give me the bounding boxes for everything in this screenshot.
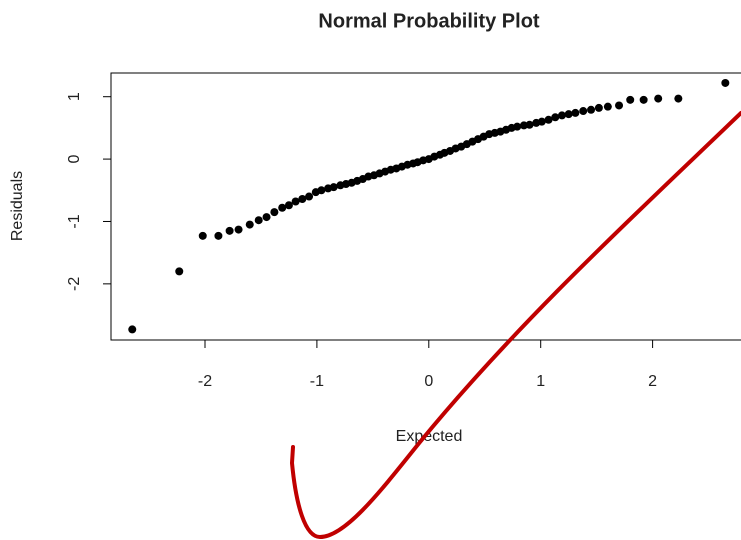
y-tick-label: 1 [66,92,83,101]
point [564,110,573,119]
point [594,103,603,112]
point [254,216,263,225]
point [270,208,279,217]
point [615,101,624,110]
point [544,115,553,124]
point [234,225,243,234]
point [557,111,566,120]
x-axis-label: Expected [396,428,463,445]
point [284,201,293,210]
point [513,122,522,131]
x-tick-label: 2 [648,373,657,390]
point [579,107,588,116]
y-axis-label: Residuals [9,171,26,241]
plot-box [110,72,741,341]
point [571,108,580,117]
point [128,325,137,334]
x-tick-label: -1 [310,373,324,390]
point [587,105,596,114]
chart-title: Normal Probability Plot [318,10,539,32]
x-tick-label: -2 [198,373,212,390]
point [225,226,234,235]
x-tick-label: 1 [536,373,545,390]
point [198,231,207,240]
point [245,220,254,229]
annotation-curve [289,111,741,540]
point [175,267,184,276]
y-tick-label: -2 [66,277,83,291]
point [603,102,612,111]
x-tick-label: 0 [424,373,433,390]
point [329,183,338,192]
point [291,197,300,206]
point [654,94,663,103]
point [214,231,223,240]
point [639,95,648,104]
point [317,186,326,195]
point [305,192,314,201]
point [278,203,287,212]
point [551,113,560,122]
point [674,94,683,103]
point [298,195,307,204]
y-tick-label: 0 [66,155,83,164]
point [262,213,271,222]
y-tick-label: -1 [66,214,83,228]
point [537,117,546,126]
point [721,78,730,87]
point [525,120,534,129]
plot-area: -2 -1 0 1 2 -2 -1 0 1 [66,78,730,390]
point [626,95,635,104]
